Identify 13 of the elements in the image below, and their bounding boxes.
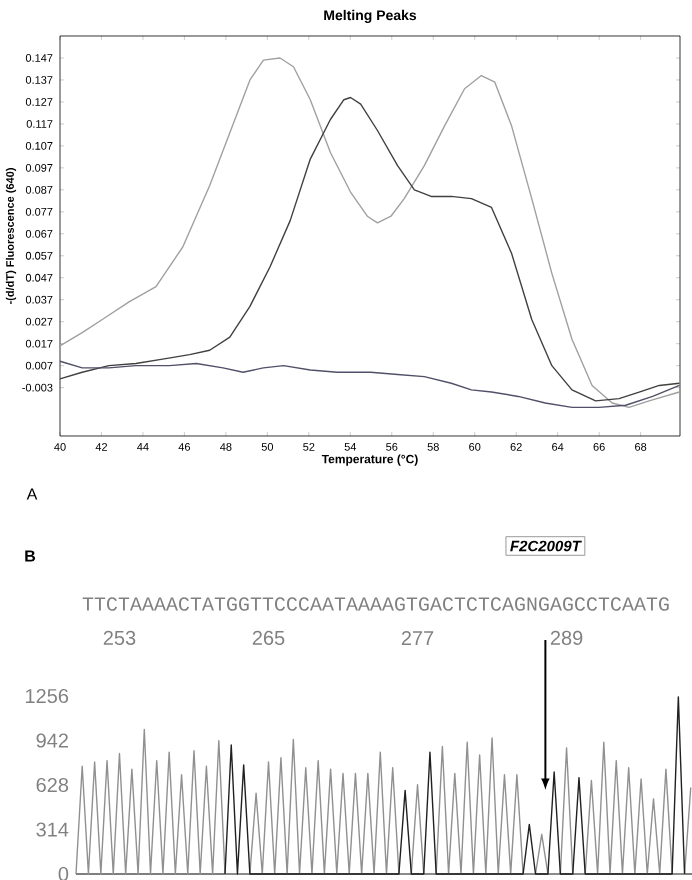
x-tick-label: 289	[550, 630, 583, 645]
x-tick-label: 277	[401, 630, 434, 645]
y-tick-label: 942	[36, 733, 68, 748]
text: B	[25, 550, 36, 562]
text: TTCTAAAACTATGGTTCCCAATAAAAGTGACTCTCAGNGAGCCTCAATG	[82, 597, 669, 611]
y-tick-label: 1256	[26, 688, 69, 704]
line-series	[59, 360, 681, 409]
x-tick-label: 265	[252, 630, 285, 645]
y-tick-label: 314	[36, 822, 69, 837]
x-tick-label: 253	[103, 630, 136, 645]
y-tick-label: 628	[36, 777, 69, 793]
text: A	[26, 488, 38, 500]
line-series	[224, 696, 686, 875]
